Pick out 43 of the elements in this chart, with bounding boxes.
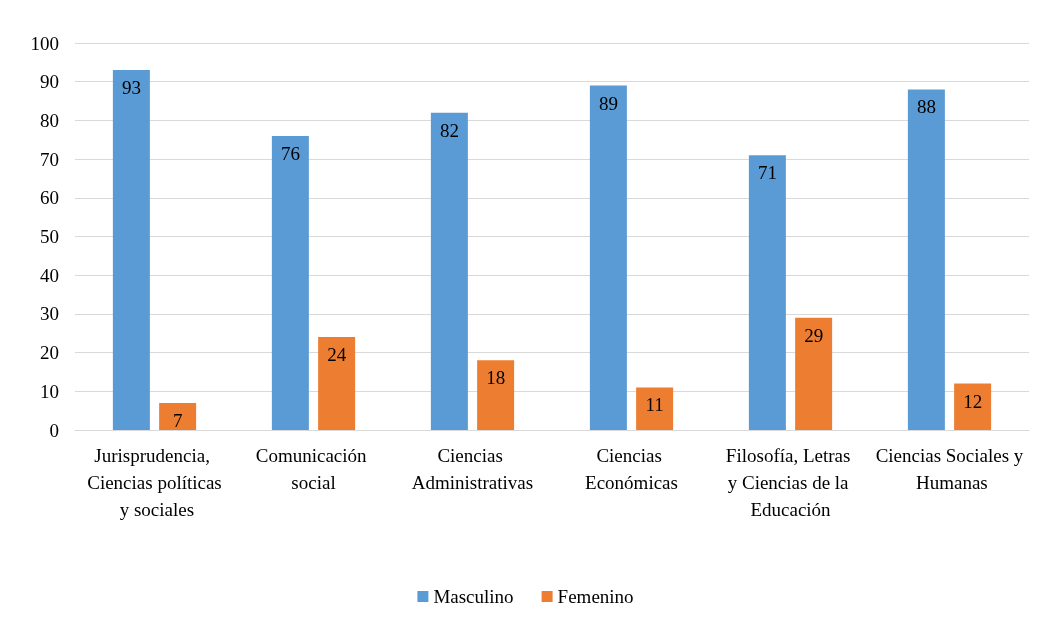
data-label: 76 [280, 142, 300, 164]
data-label: 71 [757, 162, 777, 184]
y-tick-label: 70 [40, 148, 59, 170]
x-tick-label: Filosofía, Letras y Ciencias de la Educación [725, 445, 856, 520]
y-tick-label: 100 [30, 32, 59, 54]
y-tick-label: 60 [40, 187, 59, 209]
data-label: 88 [916, 96, 936, 118]
bar [318, 337, 356, 430]
data-label: 11 [645, 394, 664, 416]
bar [636, 387, 674, 430]
bar [271, 135, 309, 430]
y-tick-label: 90 [40, 71, 59, 93]
data-label: 24 [327, 344, 347, 366]
data-label: 93 [121, 77, 141, 99]
y-tick-label: 50 [40, 226, 59, 247]
data-label: 18 [486, 367, 506, 389]
bar [748, 155, 786, 430]
bar [477, 360, 515, 430]
data-label: 82 [439, 119, 459, 141]
y-tick-label: 80 [40, 109, 59, 131]
x-tick-label: Jurisprudencia, Ciencias políticas y sociales [87, 445, 222, 520]
bar [430, 112, 468, 430]
bar [795, 317, 833, 430]
y-tick-label: 20 [40, 342, 59, 364]
data-label: 12 [963, 390, 983, 412]
data-label: 7 [172, 409, 183, 431]
y-tick-label: 10 [40, 380, 59, 402]
data-label: 29 [804, 324, 824, 346]
bar [589, 85, 627, 430]
x-tick-label: Ciencias Económicas [585, 445, 678, 493]
data-label: 89 [598, 92, 618, 114]
y-tick-label: 40 [40, 264, 59, 286]
bar [112, 70, 150, 430]
y-tick-label: 0 [49, 419, 59, 441]
bar [954, 383, 992, 430]
y-tick-label: 30 [40, 303, 59, 325]
legend-label: Masculino [433, 586, 514, 607]
bar [907, 89, 945, 430]
legend-label: Femenino [557, 586, 634, 607]
x-tick-label: Comunicación social [255, 445, 372, 493]
x-tick-label: Ciencias Administrativas [411, 445, 534, 493]
x-tick-label: Ciencias Sociales y Humanas [875, 445, 1024, 493]
bar [159, 402, 197, 430]
